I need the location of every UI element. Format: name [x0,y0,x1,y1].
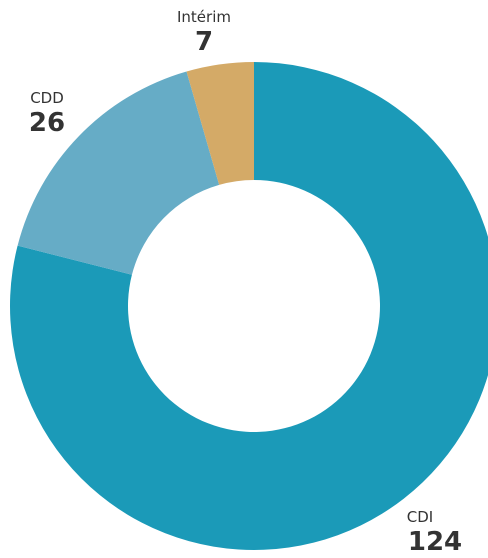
donut-slice [10,62,488,550]
slice-value: 26 [29,108,65,138]
slice-name: Intérim [177,8,231,26]
slice-value: 7 [195,27,213,57]
slice-name: CDD [30,89,64,107]
donut-slice [186,62,254,185]
donut-slice [17,71,220,275]
slice-value: 124 [408,527,462,557]
slice-name: CDI [407,508,433,526]
